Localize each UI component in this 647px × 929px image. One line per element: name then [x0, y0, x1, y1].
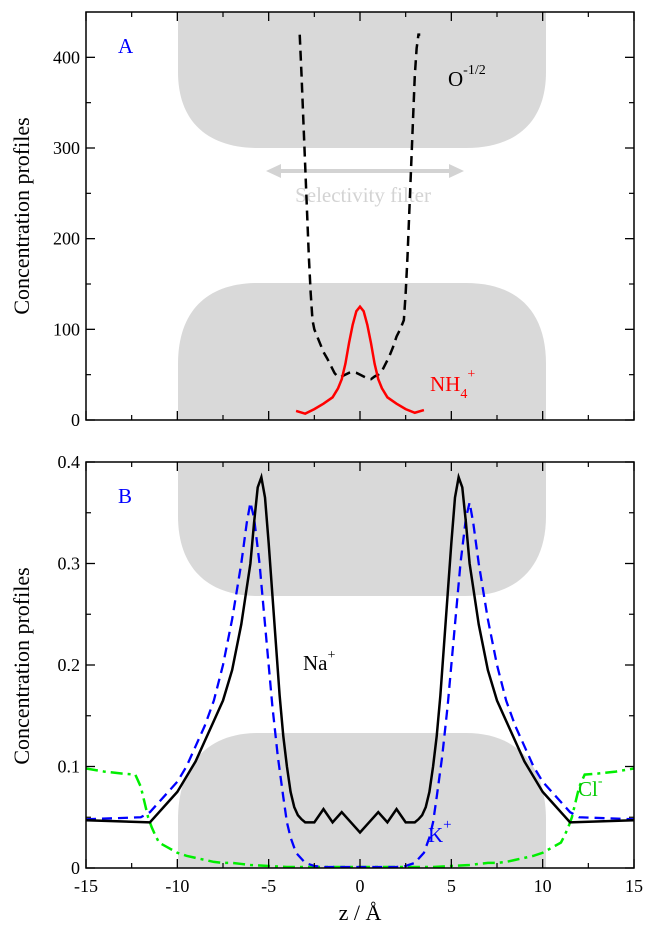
panel-a-upper-filter-shading	[178, 12, 546, 148]
panel-b-ticks: -15 -10 -5 0 5 10 15 0 0.1 0.2 0.3 0.4	[58, 452, 644, 896]
chloride-label-sup: -	[598, 774, 603, 789]
potassium-label-sup: +	[443, 817, 451, 833]
x-tick-label: 5	[447, 876, 456, 896]
panel-a-y-tick-label: 0	[71, 410, 80, 430]
ammonium-label-sub: 4	[460, 387, 467, 402]
panel-b-y-axis-title: Concentration profiles	[9, 567, 34, 764]
x-tick-label: 15	[625, 876, 643, 896]
x-tick-label: -15	[74, 876, 98, 896]
panel-b-y-tick-label: 0.3	[58, 554, 81, 574]
sodium-label-sup: +	[328, 648, 336, 663]
oxygen-series-line	[298, 33, 421, 381]
x-tick-label: 10	[534, 876, 552, 896]
potassium-label-base: K	[428, 823, 443, 847]
panel-a-y-axis-title: Concentration profiles	[9, 117, 34, 314]
ammonium-label-base: NH	[430, 372, 460, 396]
chloride-label-base: Cl	[578, 777, 598, 801]
panel-a-y-tick-label: 400	[53, 47, 80, 67]
ammonium-label: NH4+	[430, 367, 475, 402]
panel-a: Selectivity filter 0 100 200 300 400 A O-1/2…	[9, 11, 635, 430]
panel-a-ticks: 0 100 200 300 400	[53, 12, 635, 430]
x-tick-label: 0	[356, 876, 365, 896]
panel-a-lower-filter-shading	[178, 283, 546, 420]
panel-b-upper-filter-shading	[178, 462, 546, 596]
panel-a-shading	[178, 12, 546, 420]
sodium-label-base: Na	[303, 651, 328, 675]
panel-b-y-tick-label: 0	[71, 858, 80, 878]
sodium-series-line	[86, 472, 634, 835]
selectivity-filter-arrow	[266, 164, 464, 178]
ammonium-series-line	[295, 304, 425, 415]
oxygen-label-base: O	[448, 67, 463, 91]
panel-a-label: A	[118, 34, 134, 58]
panel-b-label: B	[118, 484, 132, 508]
panel-b-y-tick-label: 0.2	[58, 655, 81, 675]
x-axis-title: z / Å	[339, 900, 382, 925]
panel-b-y-tick-label: 0.1	[58, 757, 81, 777]
panel-a-y-tick-label: 100	[53, 319, 80, 339]
oxygen-label-sup: -1/2	[463, 63, 486, 78]
panel-b-lower-filter-shading	[178, 733, 546, 868]
sodium-label: Na+	[303, 648, 336, 675]
panel-a-y-tick-label: 300	[53, 138, 80, 158]
panel-a-y-tick-label: 200	[53, 229, 80, 249]
potassium-label: K+	[428, 817, 452, 847]
x-tick-label: -5	[261, 876, 276, 896]
x-tick-label: -10	[165, 876, 189, 896]
chloride-label: Cl-	[578, 774, 603, 801]
panel-b-y-tick-label: 0.4	[58, 452, 81, 472]
panel-a-series	[295, 33, 425, 415]
oxygen-label: O-1/2	[448, 63, 486, 91]
ammonium-label-sup: +	[467, 367, 475, 382]
selectivity-filter-label: Selectivity filter	[295, 183, 431, 207]
